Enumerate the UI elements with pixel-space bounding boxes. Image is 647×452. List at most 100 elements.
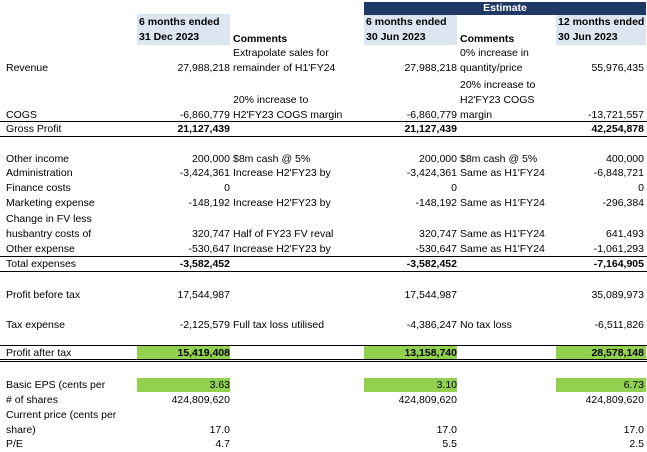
fv-v3: 641,493 bbox=[606, 228, 644, 240]
gross-v1: 21,127,439 bbox=[177, 123, 230, 135]
pbt-label: Profit before tax bbox=[6, 289, 81, 301]
pat-bottom-line-2 bbox=[0, 361, 647, 362]
pat-v1: 15,419,408 bbox=[177, 347, 230, 359]
shares-v2: 424,809,620 bbox=[398, 394, 457, 406]
gross-label: Gross Profit bbox=[6, 123, 62, 135]
price-label-a: Current price (cents per bbox=[6, 409, 117, 421]
pe-v1: 4.7 bbox=[215, 438, 230, 450]
revenue-v1: 27,988,218 bbox=[177, 62, 230, 74]
cogs-v2: -6,860,779 bbox=[406, 109, 457, 121]
revenue-v3: 55,976,435 bbox=[591, 62, 644, 74]
cogs-v3: -13,721,557 bbox=[587, 109, 644, 121]
pbt-v2: 17,544,987 bbox=[404, 289, 457, 301]
other-exp-c1: Increase H2'FY23 by bbox=[233, 243, 331, 255]
price-v2: 17.0 bbox=[436, 424, 457, 436]
fv-v2: 320,747 bbox=[419, 228, 457, 240]
eps-v2: 3.10 bbox=[436, 379, 457, 391]
revenue-comment1-a: Extrapolate sales for bbox=[233, 47, 329, 59]
fv-c2: Same as H1'FY24 bbox=[460, 228, 545, 240]
pat-bottom-line-1 bbox=[0, 359, 647, 360]
pe-v2: 5.5 bbox=[442, 438, 457, 450]
col1-header-line1: 6 months ended bbox=[139, 16, 220, 28]
shares-label: # of shares bbox=[6, 394, 58, 406]
pat-v2: 13,158,740 bbox=[404, 347, 457, 359]
other-exp-v1: -530,647 bbox=[188, 243, 230, 255]
tax-v1: -2,125,579 bbox=[179, 319, 230, 331]
total-exp-v3: -7,164,905 bbox=[593, 258, 644, 270]
finance-v2: 0 bbox=[451, 182, 457, 194]
estimate-banner: Estimate bbox=[364, 2, 646, 15]
eps-fill-3 bbox=[556, 378, 646, 392]
total-bottom-line bbox=[0, 271, 647, 272]
admin-c1: Increase H2'FY23 by bbox=[233, 167, 331, 179]
pat-v3: 28,578,148 bbox=[591, 347, 644, 359]
revenue-v2: 27,988,218 bbox=[404, 62, 457, 74]
pe-v3: 2.5 bbox=[629, 438, 644, 450]
tax-v3: -6,511,826 bbox=[594, 319, 644, 331]
header-fill-col1 bbox=[137, 14, 230, 45]
shares-v1: 424,809,620 bbox=[171, 394, 230, 406]
pat-top-line bbox=[0, 345, 647, 346]
cogs-v1: -6,860,779 bbox=[179, 109, 230, 121]
eps-label: Basic EPS (cents per bbox=[6, 379, 106, 391]
cogs-comment2-c: margin bbox=[460, 109, 493, 121]
col2-header: Comments bbox=[233, 33, 288, 45]
admin-v2: -3,424,361 bbox=[406, 167, 457, 179]
other-income-v1: 200,000 bbox=[192, 153, 230, 165]
col1-header-line2: 31 Dec 2023 bbox=[139, 31, 200, 43]
other-exp-v3: -1,061,293 bbox=[593, 243, 644, 255]
cogs-comment1-a: 20% increase to bbox=[233, 94, 309, 106]
total-top-line bbox=[0, 256, 647, 257]
revenue-comment2-a: 0% increase in bbox=[460, 47, 529, 59]
header-fill-col3 bbox=[364, 14, 457, 45]
other-exp-label: Other expense bbox=[6, 243, 75, 255]
eps-fill-2 bbox=[364, 378, 457, 392]
pbt-v3: 35,089,973 bbox=[591, 289, 644, 301]
cogs-comment1-b: H2'FY23 COGS margin bbox=[233, 109, 343, 121]
other-income-v2: 200,000 bbox=[419, 153, 457, 165]
fv-label-b: husbantry costs of bbox=[6, 228, 92, 240]
other-income-c2: $8m cash @ 5% bbox=[460, 153, 538, 165]
admin-v1: -3,424,361 bbox=[179, 167, 230, 179]
marketing-label: Marketing expense bbox=[6, 197, 95, 209]
col5-header-line2: 30 Jun 2023 bbox=[558, 31, 618, 43]
col3-header-line2: 30 Jun 2023 bbox=[366, 31, 426, 43]
header-fill-col5 bbox=[556, 14, 646, 45]
col3-header-line1: 6 months ended bbox=[366, 16, 447, 28]
gross-v3: 42,254,878 bbox=[591, 123, 644, 135]
marketing-c2: Same as H1'FY24 bbox=[460, 197, 545, 209]
finance-v1: 0 bbox=[224, 182, 230, 194]
eps-v1: 3.63 bbox=[209, 379, 230, 391]
col5-header-line1: 12 months ended bbox=[558, 16, 645, 28]
other-exp-v2: -530,647 bbox=[415, 243, 457, 255]
admin-label: Administration bbox=[6, 167, 73, 179]
admin-v3: -6,848,721 bbox=[593, 167, 644, 179]
other-exp-c2: Same as H1'FY24 bbox=[460, 243, 545, 255]
other-income-c1: $8m cash @ 5% bbox=[233, 153, 311, 165]
pat-fill-2 bbox=[364, 346, 457, 359]
price-label-b: share) bbox=[6, 424, 36, 436]
other-income-v3: 400,000 bbox=[606, 153, 644, 165]
marketing-v2: -148,192 bbox=[415, 197, 457, 209]
total-exp-v2: -3,582,452 bbox=[406, 258, 457, 270]
gross-top-line bbox=[0, 121, 647, 122]
fv-v1: 320,747 bbox=[192, 228, 230, 240]
finance-label: Finance costs bbox=[6, 182, 71, 194]
pbt-v1: 17,544,987 bbox=[177, 289, 230, 301]
total-exp-label: Total expenses bbox=[6, 258, 77, 270]
pat-fill-1 bbox=[137, 346, 230, 359]
marketing-v1: -148,192 bbox=[188, 197, 230, 209]
price-v3: 17.0 bbox=[623, 424, 644, 436]
fv-label-a: Change in FV less bbox=[6, 213, 92, 225]
tax-label: Tax expense bbox=[6, 319, 65, 331]
marketing-v3: -296,384 bbox=[602, 197, 644, 209]
tax-v2: -4,386,247 bbox=[406, 319, 457, 331]
price-v1: 17.0 bbox=[209, 424, 230, 436]
revenue-comment2-b: quantity/price bbox=[460, 62, 523, 74]
total-exp-v1: -3,582,452 bbox=[179, 258, 230, 270]
cogs-comment2-b: H2'FY23 COGS bbox=[460, 94, 535, 106]
fv-c1: Half of FY23 FV reval bbox=[233, 228, 334, 240]
cogs-comment2-a: 20% increase to bbox=[460, 79, 536, 91]
revenue-comment1-b: remainder of H1'FY24 bbox=[233, 62, 336, 74]
pat-fill-3 bbox=[556, 346, 646, 359]
